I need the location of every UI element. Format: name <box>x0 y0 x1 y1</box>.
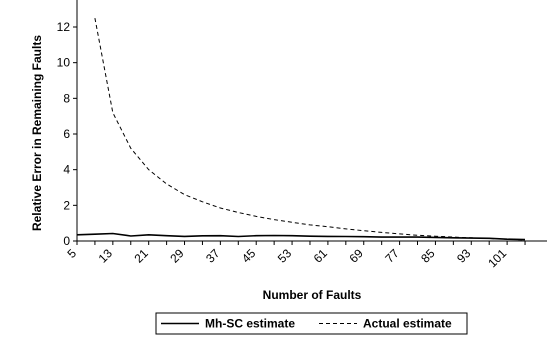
x-tick-label: 69 <box>347 246 367 266</box>
x-tick-label: 21 <box>131 246 151 266</box>
y-tick-label: 4 <box>63 163 70 177</box>
y-tick-label: 6 <box>63 127 70 141</box>
x-tick-label: 93 <box>454 246 474 266</box>
x-tick-label: 29 <box>167 246 187 266</box>
x-tick-label: 77 <box>382 246 402 266</box>
y-tick-label: 0 <box>63 234 70 248</box>
x-tick-label: 85 <box>418 246 438 266</box>
y-tick-label: 2 <box>63 198 70 212</box>
x-tick-label: 53 <box>275 246 295 266</box>
legend-label-actual-estimate: Actual estimate <box>363 317 452 331</box>
series-line-actual-estimate <box>94 18 526 241</box>
y-tick-label: 8 <box>63 91 70 105</box>
x-tick-label: 101 <box>485 246 509 270</box>
y-axis-title: Relative Error in Remaining Faults <box>30 35 44 231</box>
series-line-mh-sc-estimate <box>76 232 526 241</box>
x-tick-label: 13 <box>96 246 116 266</box>
y-tick-label: 12 <box>57 20 71 34</box>
legend-label-mh-sc-estimate: Mh-SC estimate <box>205 317 295 331</box>
legend-box <box>155 312 468 335</box>
x-tick-label: 45 <box>239 246 259 266</box>
x-axis-title: Number of Faults <box>263 288 362 302</box>
y-tick-label: 10 <box>57 56 71 70</box>
x-tick-label: 5 <box>64 246 79 261</box>
x-tick-label: 61 <box>311 246 331 266</box>
x-tick-label: 37 <box>203 246 223 266</box>
